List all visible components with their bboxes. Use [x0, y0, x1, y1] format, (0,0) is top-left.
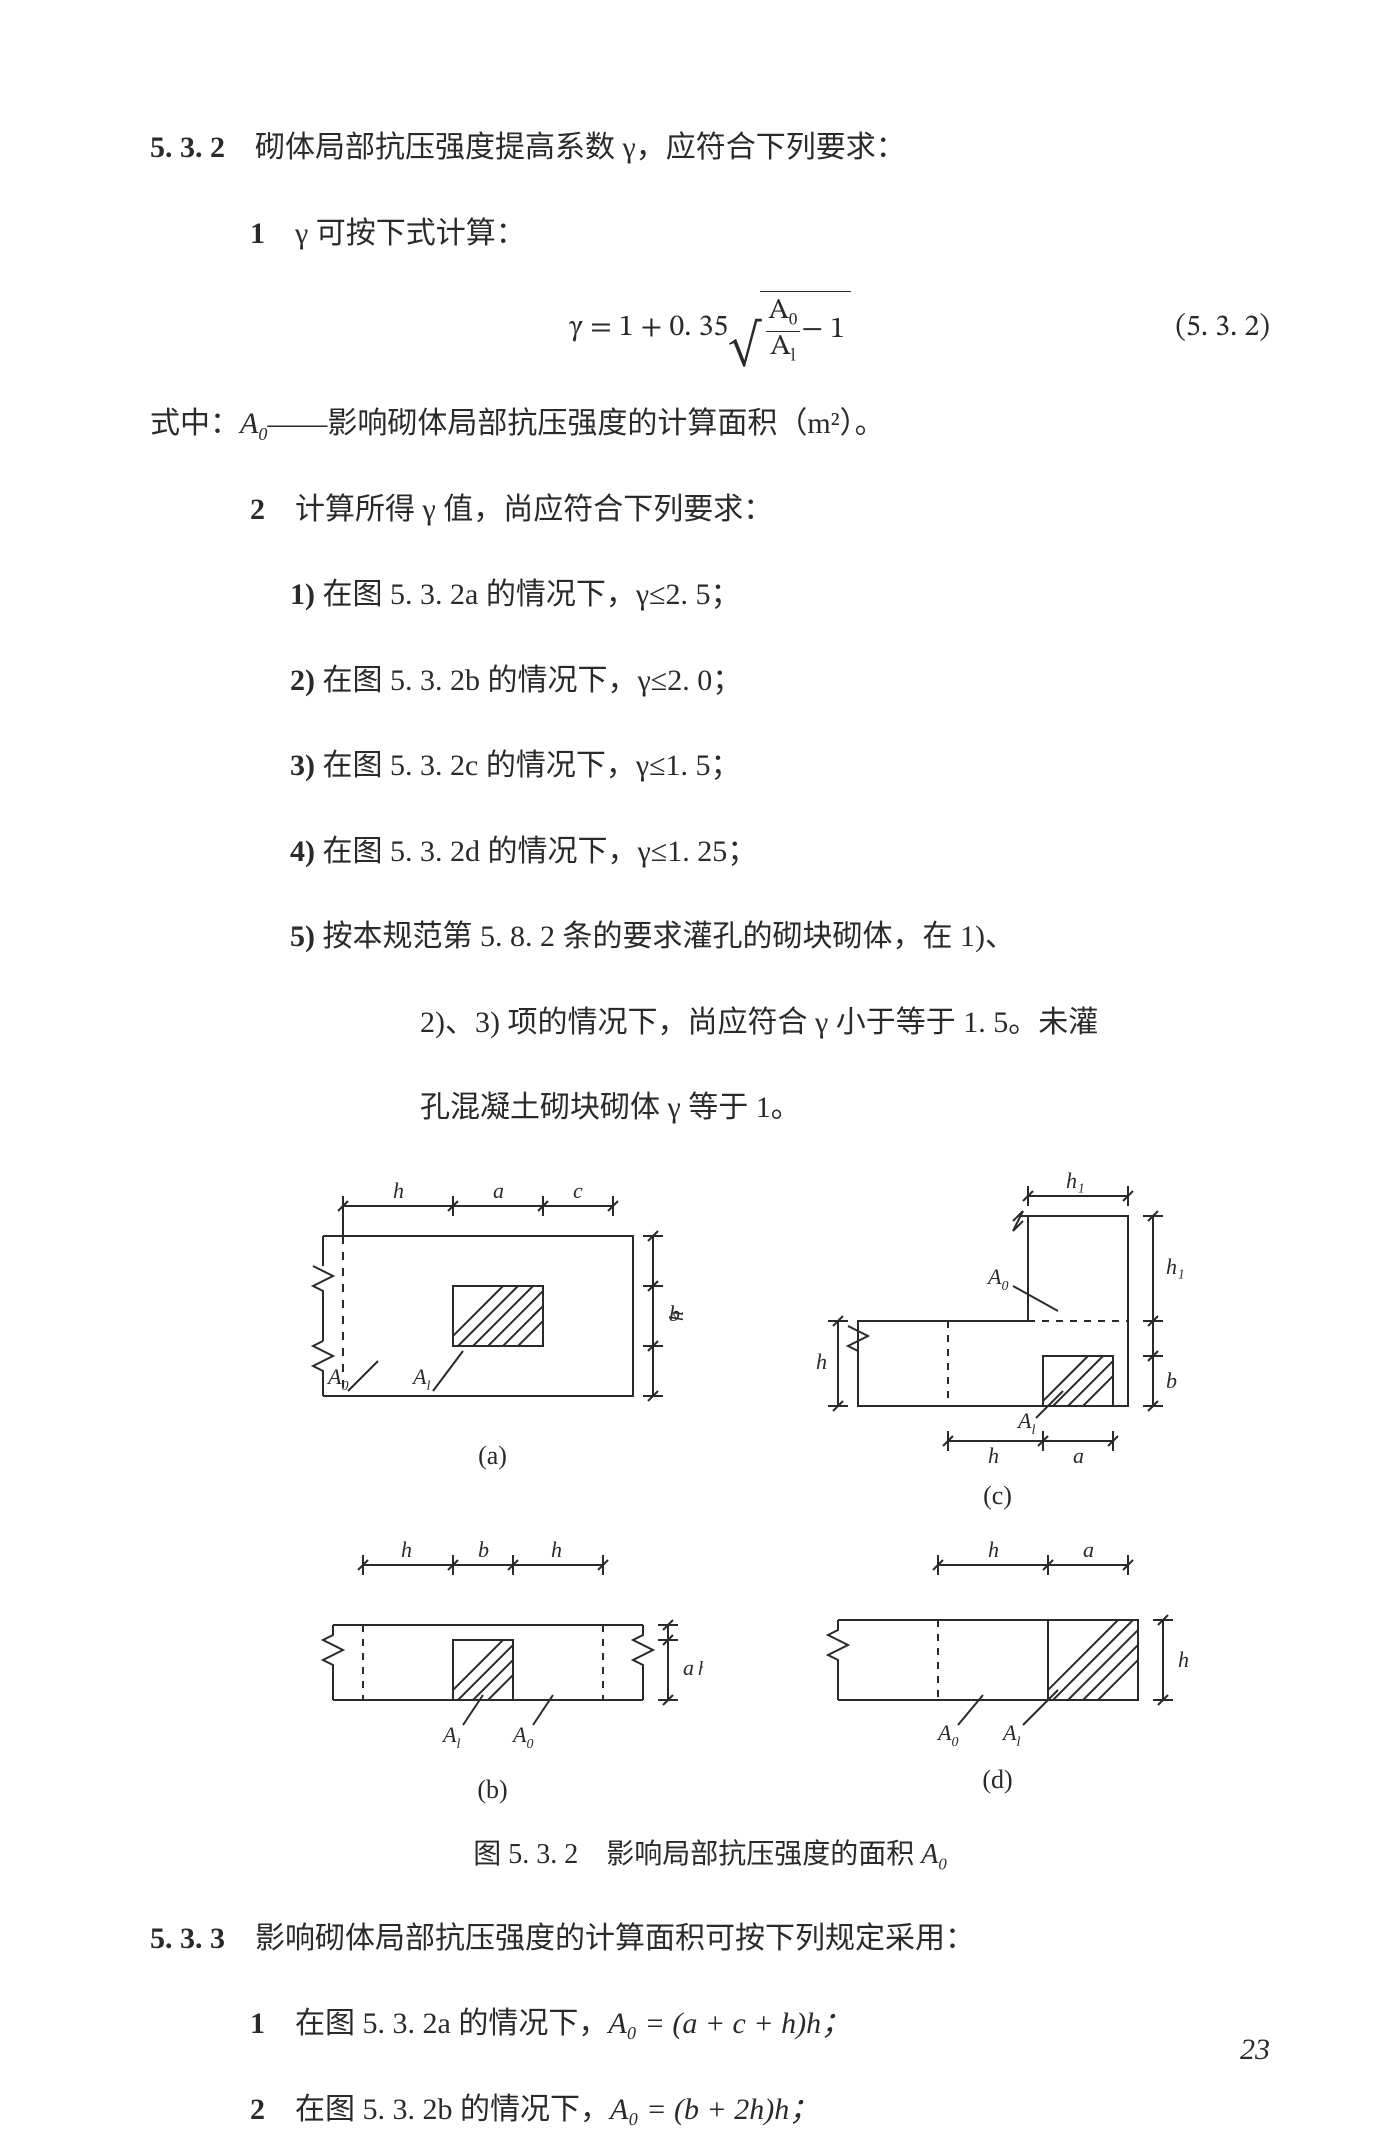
svg-text:Al: Al: [441, 1722, 460, 1752]
svg-text:h₁: h₁: [1066, 1168, 1085, 1193]
subitem-1: 1) 在图 5. 3. 2a 的情况下，γ≤2. 5；: [150, 567, 1270, 623]
figure-d: h a: [765, 1530, 1230, 1814]
svg-text:Al: Al: [1001, 1720, 1020, 1750]
svg-text:A0: A0: [936, 1720, 958, 1750]
equation-5-3-2: γ = 1 + 0. 35 √ A0 Al − 1 (5. 3. 2): [150, 291, 1270, 366]
item-1: 1 γ 可按下式计算：: [150, 206, 1270, 262]
figure-b-label: (b): [477, 1766, 507, 1814]
svg-text:b: b: [1166, 1368, 1177, 1393]
svg-text:h: h: [698, 1658, 703, 1680]
figure-a-svg: h a c: [283, 1166, 703, 1426]
svg-text:A0: A0: [326, 1364, 348, 1394]
figure-b: h b h: [260, 1530, 725, 1814]
subitem-4: 4) 在图 5. 3. 2d 的情况下，γ≤1. 25；: [150, 824, 1270, 880]
svg-text:h: h: [988, 1537, 999, 1562]
subitem-5-line2: 2)、3) 项的情况下，尚应符合 γ 小于等于 1. 5。未灌: [150, 995, 1270, 1051]
eq-number: (5. 3. 2): [1175, 301, 1270, 357]
figure-c: h₁ A0: [765, 1166, 1230, 1520]
subitem-2: 2) 在图 5. 3. 2b 的情况下，γ≤2. 0；: [150, 653, 1270, 709]
item-2-text: 计算所得 γ 值，尚应符合下列要求：: [295, 493, 773, 526]
figure-a-label: (a): [478, 1432, 507, 1480]
svg-text:h: h: [393, 1178, 404, 1203]
sec-5-3-3-heading: 5. 3. 3 影响砌体局部抗压强度的计算面积可按下列规定采用：: [150, 1911, 1270, 1967]
svg-text:h: h: [1178, 1647, 1189, 1672]
where-clause: 式中：A0——影响砌体局部抗压强度的计算面积（m²）。: [150, 396, 1270, 452]
svg-text:a: a: [683, 1655, 694, 1680]
svg-text:Al: Al: [411, 1364, 430, 1394]
figure-5-3-2: h a c: [260, 1166, 1230, 1814]
figure-b-svg: h b h: [283, 1530, 703, 1760]
sec-5-3-3-title: 影响砌体局部抗压强度的计算面积可按下列规定采用：: [255, 1922, 975, 1955]
figure-a: h a c: [260, 1166, 725, 1520]
page-number: 23: [1240, 2022, 1270, 2078]
figure-c-svg: h₁ A0: [788, 1166, 1208, 1466]
sec533-item-2: 2 在图 5. 3. 2b 的情况下，A₀ = (b + 2h)h；: [150, 2082, 1270, 2137]
sec-5-3-3-number: 5. 3. 3: [150, 1922, 225, 1955]
subitem-5-line3: 孔混凝土砌块砌体 γ 等于 1。: [150, 1080, 1270, 1136]
sec-5-3-2-number: 5. 3. 2: [150, 131, 225, 164]
svg-text:h: h: [401, 1537, 412, 1562]
svg-text:b: b: [478, 1537, 489, 1562]
svg-text:a: a: [1083, 1537, 1094, 1562]
item-1-text: γ 可按下式计算：: [295, 217, 526, 250]
svg-text:c: c: [573, 1178, 583, 1203]
svg-text:h: h: [666, 1311, 688, 1321]
sec533-item-1: 1 在图 5. 3. 2a 的情况下，A₀ = (a + c + h)h；: [150, 1996, 1270, 2052]
svg-text:a: a: [1073, 1443, 1084, 1466]
svg-text:h₁: h₁: [1166, 1254, 1185, 1279]
sec-5-3-2-title: 砌体局部抗压强度提高系数 γ，应符合下列要求：: [255, 131, 906, 164]
svg-text:h: h: [816, 1349, 827, 1374]
sec-5-3-2-heading: 5. 3. 2 砌体局部抗压强度提高系数 γ，应符合下列要求：: [150, 120, 1270, 176]
svg-text:Al: Al: [1016, 1408, 1035, 1438]
item-2: 2 计算所得 γ 值，尚应符合下列要求：: [150, 482, 1270, 538]
svg-text:h: h: [551, 1537, 562, 1562]
svg-text:A0: A0: [986, 1264, 1008, 1294]
svg-text:h: h: [988, 1443, 999, 1466]
sqrt-icon: √ A0 Al − 1: [728, 291, 851, 366]
subitem-3: 3) 在图 5. 3. 2c 的情况下，γ≤1. 5；: [150, 738, 1270, 794]
svg-text:a: a: [493, 1178, 504, 1203]
figure-d-svg: h a: [788, 1530, 1208, 1750]
eq-fraction: A0 Al: [764, 296, 801, 366]
figure-c-label: (c): [983, 1472, 1012, 1520]
item-2-number: 2: [250, 493, 265, 526]
item-1-number: 1: [250, 217, 265, 250]
eq-lhs: γ = 1 + 0. 35: [569, 301, 728, 357]
subitem-5-line1: 5) 按本规范第 5. 8. 2 条的要求灌孔的砌块砌体，在 1)、: [150, 909, 1270, 965]
svg-text:A0: A0: [511, 1722, 533, 1752]
figure-d-label: (d): [982, 1756, 1012, 1804]
figure-caption: 图 5. 3. 2 影响局部抗压强度的面积 A0: [150, 1829, 1270, 1881]
